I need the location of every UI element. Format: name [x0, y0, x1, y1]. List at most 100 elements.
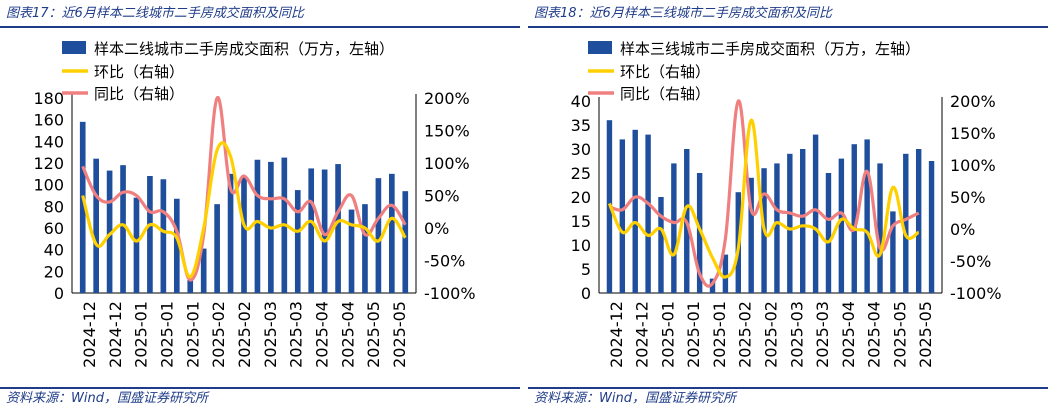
y-left-tick-label: 25: [571, 164, 591, 183]
bar: [838, 158, 845, 293]
bar: [200, 248, 207, 293]
y-right-tick-label: 200%: [950, 92, 996, 111]
y-left-tick-label: 0: [581, 284, 591, 303]
legend-label: 环比（右轴）: [94, 63, 184, 81]
series-line-mom: [607, 118, 920, 279]
bar: [106, 170, 113, 293]
x-tick-label: 2025-02: [736, 301, 755, 368]
y-left-tick-label: 40: [571, 92, 591, 111]
bar: [915, 149, 922, 293]
bar: [787, 153, 793, 293]
bar: [173, 198, 180, 293]
x-tick-label: 2024-12: [106, 301, 125, 368]
y-left-tick-label: 180: [33, 89, 64, 108]
bar: [254, 159, 261, 293]
bar: [903, 153, 909, 293]
y-left-tick-label: 80: [44, 197, 64, 216]
x-tick-label: 2025-04: [865, 301, 884, 368]
y-left-tick-label: 5: [581, 260, 591, 279]
bar: [825, 173, 832, 293]
title-rule: [0, 26, 520, 28]
x-tick-label: 2025-03: [287, 301, 306, 368]
x-tick-label: 2025-03: [261, 301, 280, 368]
y-right-tick-label: 150%: [424, 122, 470, 141]
x-tick-label: 2024-12: [80, 301, 99, 368]
bar: [294, 190, 301, 293]
chart-left: 180 160 140 120 100 80 60 40 20 0 200% 150% 100% 50% 0…: [33, 40, 475, 368]
x-tick-label: 2025-01: [658, 301, 677, 368]
bar: [890, 211, 896, 293]
legend-swatch-bar: [588, 41, 612, 54]
y-left-tick-label: 35: [571, 116, 591, 135]
bar: [187, 280, 194, 293]
chart-right: 40 35 30 25 20 15 10 5 0 200% 150% 100% 50% 0% -50% -10…: [571, 40, 1002, 368]
y-left-tick-label: 10: [571, 236, 591, 255]
x-tick-label: 2025-05: [390, 301, 409, 368]
y-left-tick-label: 120: [33, 154, 64, 173]
bar: [389, 173, 395, 293]
series-line-yoy: [81, 96, 407, 282]
x-tick-label: 2024-12: [607, 301, 626, 368]
bar: [362, 204, 368, 293]
bar: [147, 176, 153, 293]
legend-label: 环比（右轴）: [620, 63, 710, 81]
bar: [928, 161, 935, 293]
chart-source: 资料来源：Wind，国盛证券研究所: [534, 391, 736, 406]
bar: [812, 134, 819, 293]
chart-panel-left: 图表17：近6月样本二线城市二手房成交面积及同比 180 160 140 120 100…: [0, 6, 520, 406]
y-left-tick-label: 40: [44, 241, 64, 260]
x-tick-label: 2025-05: [364, 301, 383, 368]
bar: [214, 204, 220, 293]
y-right-tick-label: -100%: [950, 284, 1002, 303]
x-tick-label: 2025-01: [132, 301, 151, 368]
y-left-tick-label: 30: [571, 140, 591, 159]
bar: [851, 144, 857, 293]
bar: [227, 173, 234, 293]
title-rule: [528, 26, 1048, 28]
x-tick-label: 2024-12: [633, 301, 652, 368]
x-tick-label: 2025-05: [916, 301, 935, 368]
y-left-tick-label: 20: [44, 262, 64, 281]
chart-source: 资料来源：Wind，国盛证券研究所: [6, 391, 208, 406]
x-tick-label: 2025-02: [235, 301, 254, 368]
legend-swatch-bar: [62, 41, 86, 54]
x-tick-label: 2025-01: [684, 301, 703, 368]
bar: [619, 139, 626, 293]
y-right-tick-label: 100%: [424, 154, 470, 173]
chart-title: 图表17：近6月样本二线城市二手房成交面积及同比: [6, 6, 304, 21]
source-rule: [528, 387, 1048, 389]
bar: [645, 134, 651, 293]
y-right-tick-label: 50%: [950, 188, 986, 207]
bar: [308, 168, 315, 293]
x-tick-label: 2025-01: [183, 301, 202, 368]
x-tick-label: 2025-03: [787, 301, 806, 368]
legend-label: 样本二线城市二手房成交面积（万方，左轴）: [94, 40, 394, 58]
x-tick-label: 2025-04: [338, 301, 357, 368]
y-right-tick-label: 150%: [950, 124, 996, 143]
bar: [160, 179, 167, 293]
chart-title: 图表18：近6月样本三线城市二手房成交面积及同比: [534, 6, 832, 21]
x-tick-label: 2025-05: [890, 301, 909, 368]
y-right-tick-label: 100%: [950, 156, 996, 175]
bar: [774, 163, 780, 293]
y-left-tick-label: 100: [33, 176, 64, 195]
legend-label: 同比（右轴）: [94, 85, 184, 103]
bar: [348, 209, 355, 293]
x-tick-label: 2025-02: [762, 301, 781, 368]
bar: [671, 163, 677, 293]
chart-panel-right: 图表18：近6月样本三线城市二手房成交面积及同比 40 35 30 25 20 15 10 5…: [528, 0, 1055, 413]
series-line-mom: [81, 141, 407, 279]
bar: [375, 178, 382, 293]
bar: [133, 197, 140, 293]
y-left-tick-label: 15: [571, 212, 591, 231]
x-tick-label: 2025-04: [839, 301, 858, 368]
y-right-tick-label: -50%: [950, 252, 991, 271]
bar: [877, 163, 883, 293]
bar: [79, 121, 86, 293]
legend-label: 同比（右轴）: [620, 85, 710, 103]
bar: [632, 129, 638, 293]
bar: [696, 173, 703, 293]
bar: [321, 169, 328, 293]
bar: [658, 197, 664, 293]
bar: [722, 254, 729, 293]
